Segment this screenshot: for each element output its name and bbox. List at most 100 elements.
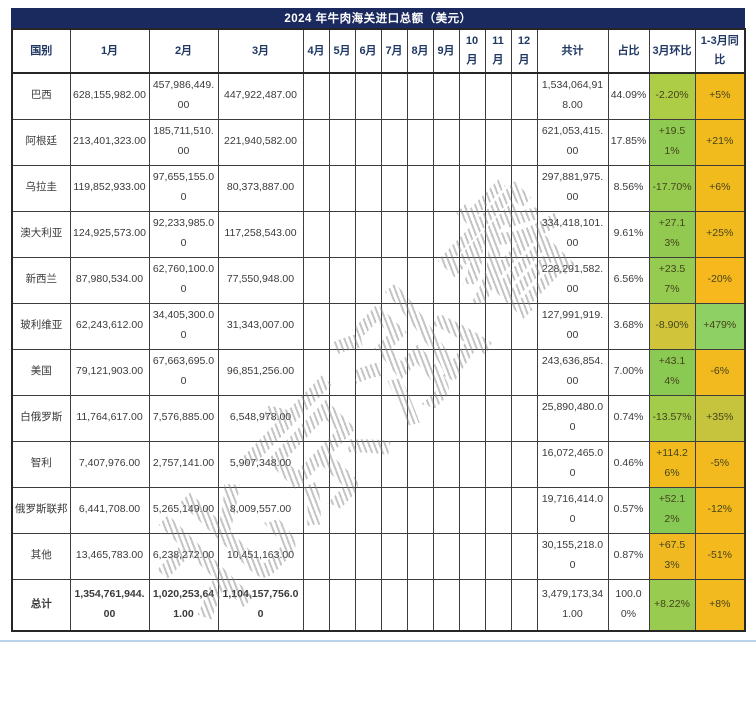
cell-month-1[interactable]: 213,401,323.00 (69, 118, 150, 166)
cell-month-5-empty[interactable] (328, 118, 356, 166)
column-header-13[interactable]: 12月 (510, 28, 538, 74)
cell-month-3[interactable]: 8,009,557.00 (217, 486, 304, 534)
cell-month-1[interactable]: 62,243,612.00 (69, 302, 150, 350)
cell-month-5-empty[interactable] (328, 440, 356, 488)
cell-month-3[interactable]: 77,550,948.00 (217, 256, 304, 304)
cell-q1-yoy[interactable]: +8% (694, 578, 746, 632)
cell-month-9-empty[interactable] (432, 118, 460, 166)
cell-month-10-empty[interactable] (458, 118, 486, 166)
cell-month-3[interactable]: 31,343,007.00 (217, 302, 304, 350)
cell-month-6-empty[interactable] (354, 394, 382, 442)
column-header-8[interactable]: 7月 (380, 28, 408, 74)
cell-month-9-empty[interactable] (432, 348, 460, 396)
cell-month-5-empty[interactable] (328, 532, 356, 580)
cell-country[interactable]: 智利 (11, 440, 71, 488)
cell-month-2[interactable]: 6,238,272.00 (148, 532, 219, 580)
cell-month-2[interactable]: 67,663,695.00 (148, 348, 219, 396)
cell-march-mom[interactable]: +43.14% (648, 348, 696, 396)
cell-month-12-empty[interactable] (510, 118, 538, 166)
cell-march-mom[interactable]: +23.57% (648, 256, 696, 304)
cell-month-12-empty[interactable] (510, 486, 538, 534)
cell-month-3[interactable]: 10,451,163.00 (217, 532, 304, 580)
cell-month-6-empty[interactable] (354, 532, 382, 580)
cell-month-11-empty[interactable] (484, 72, 512, 120)
cell-month-11-empty[interactable] (484, 440, 512, 488)
cell-month-12-empty[interactable] (510, 394, 538, 442)
cell-country[interactable]: 乌拉圭 (11, 164, 71, 212)
column-header-3[interactable]: 2月 (148, 28, 219, 74)
cell-month-4-empty[interactable] (302, 256, 330, 304)
cell-march-mom[interactable]: +27.13% (648, 210, 696, 258)
cell-month-4-empty[interactable] (302, 348, 330, 396)
cell-month-7-empty[interactable] (380, 302, 408, 350)
cell-month-8-empty[interactable] (406, 578, 434, 632)
column-header-16[interactable]: 3月环比 (648, 28, 696, 74)
cell-month-6-empty[interactable] (354, 210, 382, 258)
cell-month-2[interactable]: 457,986,449.00 (148, 72, 219, 120)
cell-month-6-empty[interactable] (354, 72, 382, 120)
cell-q1-yoy[interactable]: +35% (694, 394, 746, 442)
cell-q1-yoy[interactable]: +6% (694, 164, 746, 212)
column-header-17[interactable]: 1-3月同比 (694, 28, 746, 74)
cell-month-3[interactable]: 447,922,487.00 (217, 72, 304, 120)
column-header-15[interactable]: 占比 (607, 28, 650, 74)
cell-month-7-empty[interactable] (380, 348, 408, 396)
cell-month-4-empty[interactable] (302, 578, 330, 632)
cell-q1-yoy[interactable]: -20% (694, 256, 746, 304)
cell-country[interactable]: 新西兰 (11, 256, 71, 304)
cell-month-12-empty[interactable] (510, 256, 538, 304)
cell-share[interactable]: 6.56% (607, 256, 650, 304)
cell-month-4-empty[interactable] (302, 72, 330, 120)
cell-country[interactable]: 玻利维亚 (11, 302, 71, 350)
column-header-9[interactable]: 8月 (406, 28, 434, 74)
cell-month-1[interactable]: 79,121,903.00 (69, 348, 150, 396)
cell-month-1[interactable]: 13,465,783.00 (69, 532, 150, 580)
cell-month-6-empty[interactable] (354, 256, 382, 304)
cell-month-12-empty[interactable] (510, 210, 538, 258)
cell-month-1[interactable]: 124,925,573.00 (69, 210, 150, 258)
cell-month-10-empty[interactable] (458, 394, 486, 442)
cell-country[interactable]: 澳大利亚 (11, 210, 71, 258)
cell-month-4-empty[interactable] (302, 394, 330, 442)
cell-month-1[interactable]: 7,407,976.00 (69, 440, 150, 488)
cell-month-6-empty[interactable] (354, 164, 382, 212)
cell-month-7-empty[interactable] (380, 72, 408, 120)
column-header-1[interactable]: 国别 (11, 28, 71, 74)
cell-country[interactable]: 美国 (11, 348, 71, 396)
column-header-6[interactable]: 5月 (328, 28, 356, 74)
column-header-7[interactable]: 6月 (354, 28, 382, 74)
cell-month-6-empty[interactable] (354, 440, 382, 488)
cell-share[interactable]: 0.46% (607, 440, 650, 488)
cell-month-11-empty[interactable] (484, 532, 512, 580)
cell-month-4-empty[interactable] (302, 486, 330, 534)
cell-share[interactable]: 9.61% (607, 210, 650, 258)
column-header-4[interactable]: 3月 (217, 28, 304, 74)
cell-month-5-empty[interactable] (328, 164, 356, 212)
cell-month-5-empty[interactable] (328, 578, 356, 632)
cell-month-6-empty[interactable] (354, 578, 382, 632)
cell-month-2[interactable]: 7,576,885.00 (148, 394, 219, 442)
cell-month-4-empty[interactable] (302, 440, 330, 488)
cell-share[interactable]: 8.56% (607, 164, 650, 212)
cell-share[interactable]: 17.85% (607, 118, 650, 166)
cell-month-9-empty[interactable] (432, 394, 460, 442)
cell-month-3[interactable]: 117,258,543.00 (217, 210, 304, 258)
cell-month-5-empty[interactable] (328, 302, 356, 350)
cell-month-4-empty[interactable] (302, 210, 330, 258)
cell-month-3[interactable]: 1,104,157,756.00 (217, 578, 304, 632)
cell-month-7-empty[interactable] (380, 210, 408, 258)
cell-month-5-empty[interactable] (328, 256, 356, 304)
cell-month-8-empty[interactable] (406, 348, 434, 396)
cell-month-6-empty[interactable] (354, 486, 382, 534)
cell-march-mom[interactable]: +67.53% (648, 532, 696, 580)
cell-total[interactable]: 297,881,975.00 (536, 164, 609, 212)
cell-month-11-empty[interactable] (484, 256, 512, 304)
cell-month-1[interactable]: 1,354,761,944.00 (69, 578, 150, 632)
cell-share[interactable]: 44.09% (607, 72, 650, 120)
cell-month-5-empty[interactable] (328, 486, 356, 534)
cell-month-7-empty[interactable] (380, 532, 408, 580)
cell-month-8-empty[interactable] (406, 532, 434, 580)
column-header-10[interactable]: 9月 (432, 28, 460, 74)
cell-month-2[interactable]: 62,760,100.00 (148, 256, 219, 304)
cell-month-7-empty[interactable] (380, 394, 408, 442)
